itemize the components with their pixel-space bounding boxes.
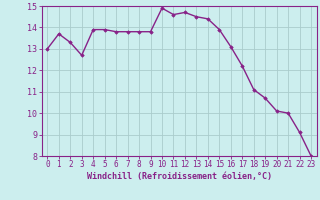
X-axis label: Windchill (Refroidissement éolien,°C): Windchill (Refroidissement éolien,°C) <box>87 172 272 181</box>
